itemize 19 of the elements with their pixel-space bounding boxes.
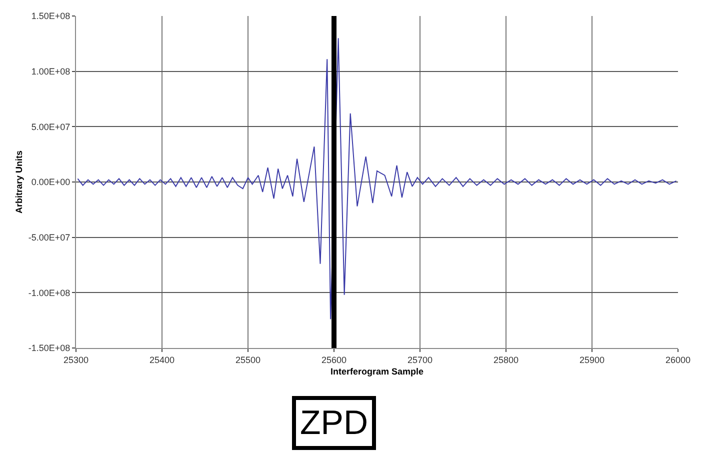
y-tick-label: -1.50E+08	[28, 343, 70, 354]
x-axis-title: Interferogram Sample	[330, 366, 424, 377]
y-tick-label: -5.00E+07	[28, 232, 70, 242]
x-tick-label: 25400	[149, 354, 175, 365]
y-axis-title: Arbitrary Units	[14, 150, 24, 214]
line-series	[77, 38, 677, 320]
ref-line-label: ZPD	[300, 404, 368, 442]
x-tick-label: 25500	[235, 354, 261, 365]
y-tick-label: -1.00E+08	[28, 288, 70, 298]
y-tick-label: 5.00E+07	[31, 122, 70, 132]
x-tick-label: 25900	[579, 354, 605, 365]
x-tick-label: 26000	[665, 354, 691, 365]
y-tick-label: 0.00E+00	[31, 177, 70, 188]
x-tick-label: 25600	[321, 354, 347, 365]
x-tick-label: 25300	[63, 354, 89, 365]
y-tick-label: 1.00E+08	[31, 66, 70, 76]
x-tick-label: 25700	[407, 354, 433, 365]
x-tick-label: 25800	[493, 354, 519, 365]
y-tick-label: 1.50E+08	[31, 11, 70, 22]
